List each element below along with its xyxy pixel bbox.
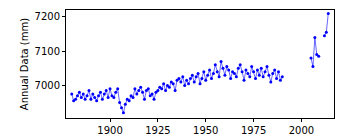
svg-text:7200: 7200 <box>35 11 60 22</box>
svg-text:7000: 7000 <box>35 80 60 91</box>
svg-text:2000: 2000 <box>289 125 314 136</box>
svg-text:Annual Data (mm): Annual Data (mm) <box>19 18 30 110</box>
svg-text:1975: 1975 <box>241 125 266 136</box>
svg-text:1900: 1900 <box>97 125 122 136</box>
svg-text:1925: 1925 <box>145 125 170 136</box>
svg-text:7100: 7100 <box>35 46 60 57</box>
svg-text:1950: 1950 <box>193 125 218 136</box>
